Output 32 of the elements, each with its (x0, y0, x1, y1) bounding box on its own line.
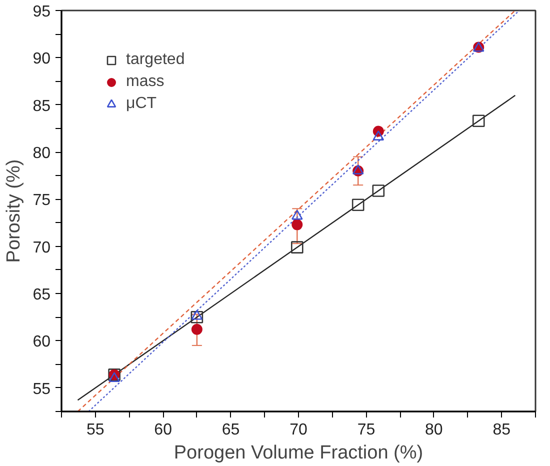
y-tick-label: 55 (32, 380, 51, 398)
x-tick-label: 60 (154, 422, 172, 438)
point (190, 310, 204, 324)
x-axis-title: Porogen Volume Fraction (%) (174, 442, 424, 464)
y-tick-label: 80 (32, 145, 51, 162)
point (292, 219, 303, 230)
point (191, 310, 203, 320)
point (291, 210, 303, 220)
x-tick-label: 70 (290, 422, 308, 438)
legend-label: mass (126, 73, 164, 91)
y-tick-label: 75 (32, 192, 51, 210)
x-tick-label: 65 (222, 422, 240, 438)
y-axis-title: Porosity (%) (4, 159, 25, 263)
point (191, 324, 202, 335)
x-tick-label: 55 (86, 422, 104, 438)
x-tick-label: 80 (425, 422, 443, 438)
legend-label: targeted (126, 51, 185, 69)
point (372, 184, 385, 197)
y-tick-label: 65 (32, 286, 51, 304)
y-tick-label: 85 (32, 98, 51, 115)
legend-label: μCT (126, 95, 157, 113)
x-tick-label: 85 (492, 422, 511, 438)
x-tick-label: 75 (357, 422, 376, 438)
point (372, 130, 384, 140)
y-tick-label: 90 (32, 50, 51, 68)
point (108, 372, 120, 382)
point (352, 198, 364, 212)
y-tick-label: 95 (32, 4, 51, 20)
point (290, 241, 304, 254)
point (472, 114, 485, 128)
y-tick-label: 60 (32, 334, 51, 351)
y-tick-label: 70 (32, 239, 51, 256)
